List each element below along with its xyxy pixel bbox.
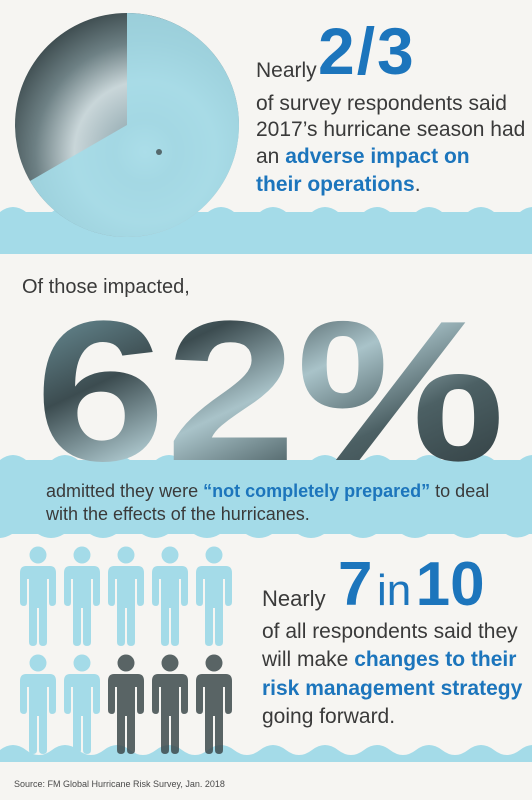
- stat3-line1: of all respondents said they: [262, 620, 518, 643]
- stat3-line2: will make changes to their: [262, 647, 516, 672]
- stat3-value-num: 7: [338, 550, 373, 619]
- source-note: Source: FM Global Hurricane Risk Survey,…: [14, 779, 225, 789]
- person-icon-storm: [108, 654, 144, 754]
- wave-bottom: [0, 745, 532, 762]
- stat2-line1-bold: “not completely prepared”: [203, 481, 431, 501]
- stat2-line1-end: to deal: [435, 481, 490, 501]
- stat2-intro: Of those impacted,: [22, 276, 190, 298]
- stat3-line2-plain: will make: [262, 648, 349, 671]
- stat3-value-den: 10: [415, 550, 485, 619]
- stat1-line3-plain: an: [256, 145, 280, 168]
- stat1-line2: 2017’s hurricane season had: [256, 118, 526, 141]
- wave-band-middle: [0, 460, 532, 534]
- stat3-value: 7 in 10: [338, 554, 485, 616]
- hurricane-pie-chart: [15, 13, 239, 237]
- person-icon-highlighted: [152, 546, 188, 646]
- stat3-line4: going forward.: [262, 705, 396, 728]
- person-icon-highlighted: [20, 546, 56, 646]
- person-icon-highlighted: [108, 546, 144, 646]
- person-icon-highlighted: [20, 654, 56, 754]
- person-icon-storm: [196, 654, 232, 754]
- stat1-value: 2/3: [318, 14, 416, 88]
- stat2-line1-plain: admitted they were: [46, 481, 199, 501]
- person-icon-storm: [152, 654, 188, 754]
- stat1-line3-bold: adverse impact on: [285, 145, 470, 168]
- stat2-line1: admitted they were “not completely prepa…: [46, 480, 489, 502]
- people-grid: [16, 546, 246, 756]
- person-icon-highlighted: [64, 654, 100, 754]
- stat3-value-in: in: [376, 566, 412, 615]
- stat3-line3-bold: risk management strategy: [262, 677, 523, 700]
- stat1-nearly: Nearly: [256, 59, 317, 82]
- stat1-line4: their operations.: [256, 172, 421, 197]
- stat3-line2-bold: changes to their: [354, 648, 517, 671]
- stat1-line4-bold: their operations: [256, 173, 415, 196]
- person-icon-highlighted: [196, 546, 232, 646]
- stat3-nearly: Nearly: [262, 586, 326, 611]
- stat2-percent-text: 62%: [35, 290, 505, 470]
- stat3-line3: risk management strategy: [262, 676, 522, 701]
- stat1-line3: an adverse impact on: [256, 144, 470, 169]
- pie-slice-highlight: [30, 13, 239, 237]
- stat1-line1: of survey respondents said: [256, 92, 507, 115]
- wave-middle-crest: [0, 455, 532, 468]
- stat2-percent: 62%: [35, 290, 505, 470]
- stat1-line4-end: .: [414, 173, 421, 196]
- person-icon-highlighted: [64, 546, 100, 646]
- stat2-line2: with the effects of the hurricanes.: [46, 504, 310, 524]
- wave-middle-bottom: [0, 528, 532, 538]
